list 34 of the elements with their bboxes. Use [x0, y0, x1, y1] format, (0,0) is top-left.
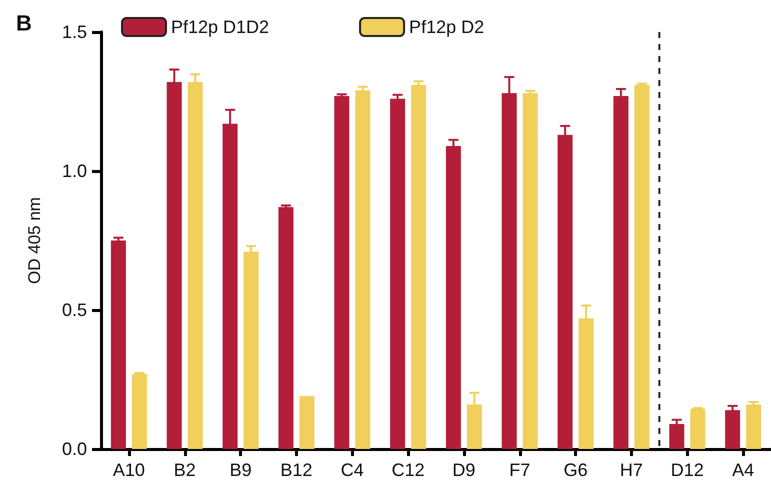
- y-axis-title: OD 405 nm: [25, 197, 44, 284]
- y-tick-label: 1.0: [62, 161, 87, 181]
- y-tick-label: 0.5: [62, 300, 87, 320]
- bar: [110, 240, 126, 449]
- bar: [411, 84, 426, 449]
- x-tick-label: H7: [620, 460, 643, 480]
- y-tick-label: 1.5: [62, 22, 87, 42]
- bar: [725, 410, 740, 449]
- bar: [299, 396, 314, 449]
- bar: [746, 404, 762, 449]
- bar: [634, 84, 650, 449]
- bar: [132, 374, 147, 449]
- x-tick-label: G6: [564, 460, 588, 480]
- x-tick-label: C12: [392, 460, 425, 480]
- y-tick-label: 0.0: [62, 439, 87, 459]
- x-tick-label: B12: [280, 460, 312, 480]
- bar: [690, 408, 706, 449]
- x-tick-label: B2: [174, 460, 196, 480]
- x-tick-label: B9: [230, 460, 252, 480]
- bar: [334, 96, 350, 449]
- legend-label: Pf12p D1D2: [171, 17, 270, 37]
- bar: [355, 90, 370, 449]
- x-tick-label: D12: [670, 460, 704, 480]
- x-tick-label: F7: [509, 460, 530, 480]
- x-tick-label: C4: [340, 460, 364, 480]
- bar: [669, 424, 684, 449]
- x-tick-label: A10: [112, 460, 145, 480]
- x-tick-label: D9: [452, 460, 476, 480]
- x-tick-label: A4: [732, 460, 754, 480]
- text: B: [16, 10, 32, 36]
- legend-label: Pf12p D2: [409, 17, 484, 37]
- bar: [390, 98, 406, 449]
- bar: [278, 207, 294, 449]
- bar: [522, 93, 538, 449]
